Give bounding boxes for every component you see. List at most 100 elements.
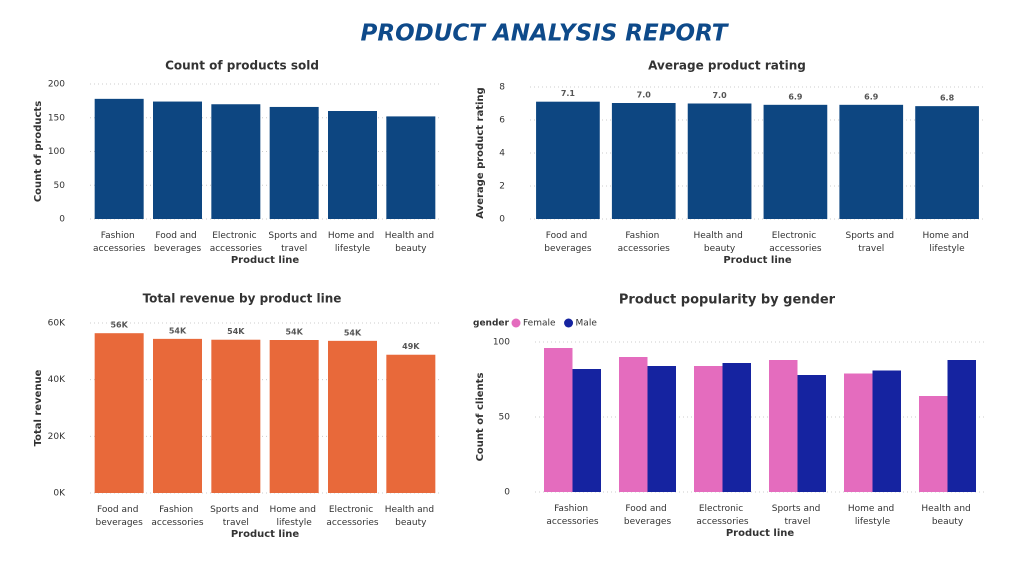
y-tick-label: 50 [54, 181, 66, 191]
x-tick-label-line: travel [784, 517, 810, 527]
x-tick-label-line: beverages [154, 244, 202, 254]
bar [947, 360, 976, 492]
x-tick-label-line: Fashion [625, 231, 662, 241]
x-tick-label-line: travel [223, 518, 249, 528]
bar [536, 101, 600, 219]
x-tick-label: Food and beverages [154, 231, 202, 254]
bar [572, 369, 601, 492]
x-tick-label-line: Sports and [268, 231, 320, 241]
chart-title: Average product rating [648, 59, 806, 73]
x-tick-label-line: Food and [155, 231, 199, 241]
x-tick-label: Health and beauty [385, 231, 437, 254]
y-axis-title: Total revenue [33, 369, 44, 446]
x-tick-label: Home and lifestyle [328, 231, 377, 254]
x-tick-label-line: Food and [625, 504, 669, 514]
x-tick-label-line: Home and [848, 504, 897, 514]
x-tick-label-line: Food and [546, 231, 590, 241]
y-tick-label: 60K [48, 319, 66, 329]
x-tick-label-line: Home and [270, 505, 319, 515]
x-tick-label-line: accessories [210, 244, 263, 254]
x-tick-label-line: Food and [97, 505, 141, 515]
y-tick-label: 100 [48, 147, 65, 157]
x-tick-label-line: Fashion [554, 504, 591, 514]
x-tick-label-line: Sports and [845, 231, 897, 241]
x-tick-label-line: lifestyle [855, 517, 891, 527]
x-tick-label-line: Electronic [212, 231, 259, 241]
value-label: 7.0 [637, 91, 652, 100]
x-tick-label: Sports and travel [845, 231, 897, 254]
x-tick-label-line: Sports and [772, 504, 824, 514]
value-label: 56K [110, 321, 128, 330]
value-label: 54K [285, 328, 303, 337]
x-tick-label: Electronic accessories [326, 505, 379, 528]
x-tick-label: Electronic accessories [696, 504, 749, 527]
chart-title: Product popularity by gender [619, 293, 836, 308]
x-tick-label-line: Health and [385, 505, 437, 515]
bar [844, 373, 873, 492]
y-tick-label: 20K [48, 432, 66, 442]
y-tick-label: 2 [499, 182, 505, 192]
value-label: 54K [169, 326, 187, 335]
x-tick-label-line: lifestyle [277, 518, 313, 528]
x-tick-label: Electronic accessories [769, 231, 822, 254]
bar [211, 104, 261, 219]
bar [919, 396, 948, 492]
x-tick-label: Fashion accessories [151, 505, 204, 528]
y-axis-title: Count of products [33, 101, 44, 202]
x-tick-label: Sports and travel [268, 231, 320, 254]
bar [647, 366, 676, 492]
y-tick-label: 4 [499, 149, 505, 159]
x-tick-label-line: Health and [921, 504, 973, 514]
x-tick-label-line: accessories [326, 518, 379, 528]
value-label: 6.9 [788, 92, 803, 101]
bar [153, 338, 202, 493]
report-title: PRODUCT ANALYSIS REPORT [361, 21, 730, 47]
bar [386, 354, 436, 493]
x-tick-label-line: accessories [546, 517, 599, 527]
chart-title: Total revenue by product line [143, 292, 342, 306]
x-tick-label-line: beauty [395, 244, 427, 254]
x-tick-label: Health and beauty [921, 504, 973, 527]
value-label: 49K [402, 342, 420, 351]
x-tick-label-line: accessories [93, 244, 146, 254]
bar [839, 104, 904, 219]
x-tick-label-line: Electronic [699, 504, 746, 514]
x-tick-label-line: accessories [618, 244, 671, 254]
bar [694, 366, 723, 492]
y-tick-label: 200 [48, 80, 65, 90]
bar [94, 98, 144, 219]
bar [211, 339, 261, 493]
x-tick-label: Food and beverages [544, 231, 592, 254]
bar [269, 106, 319, 219]
y-tick-label: 0K [53, 489, 66, 499]
x-tick-label-line: travel [281, 244, 307, 254]
bar [611, 103, 676, 219]
value-label: 7.0 [712, 91, 727, 100]
x-tick-label: Fashion accessories [618, 231, 671, 254]
bar [619, 357, 648, 492]
x-tick-label: Sports and travel [772, 504, 824, 527]
x-axis-title: Product line [723, 255, 792, 266]
x-tick-label: Food and beverages [96, 505, 144, 528]
y-tick-label: 8 [499, 83, 505, 93]
x-tick-label: Health and beauty [385, 505, 437, 528]
x-tick-label-line: beauty [395, 518, 427, 528]
x-tick-label: Electronic accessories [210, 231, 263, 254]
x-tick-label-line: Sports and [210, 505, 262, 515]
y-tick-label: 0 [504, 488, 510, 498]
x-tick-label: Health and beauty [693, 231, 745, 254]
x-tick-label: Fashion accessories [93, 231, 146, 254]
bar [544, 348, 573, 492]
x-tick-label-line: accessories [769, 244, 822, 254]
y-axis-title: Count of clients [475, 373, 486, 462]
value-label: 54K [344, 328, 362, 337]
legend-swatch [564, 318, 574, 328]
x-tick-label-line: accessories [151, 518, 204, 528]
bar [328, 111, 377, 219]
x-tick-label-line: Health and [693, 231, 745, 241]
x-tick-label: Home and lifestyle [848, 504, 897, 527]
value-label: 6.9 [864, 92, 879, 101]
bar [153, 101, 202, 219]
bar [94, 333, 144, 493]
